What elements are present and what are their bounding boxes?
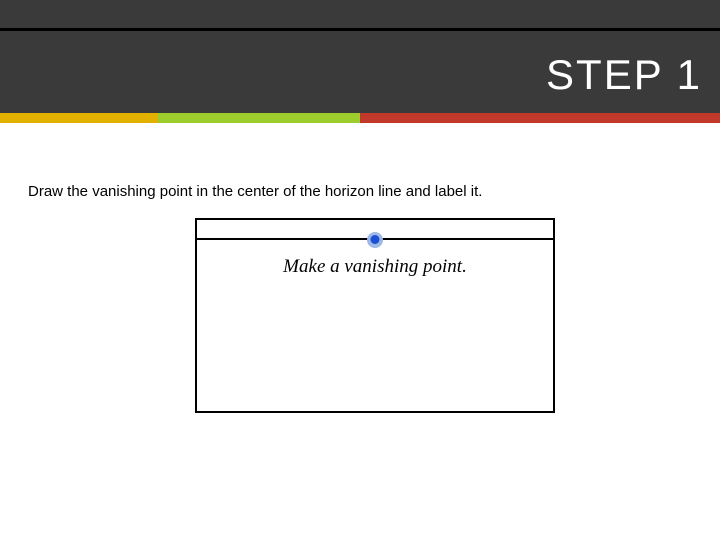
slide-header: STEP 1 [0, 0, 720, 123]
color-bar-segment-1 [0, 113, 158, 123]
page-title: STEP 1 [546, 51, 702, 99]
instruction-text: Draw the vanishing point in the center o… [28, 183, 700, 200]
header-title-row: STEP 1 [0, 39, 720, 113]
diagram-label: Make a vanishing point. [283, 256, 467, 278]
vanishing-point-dot [371, 235, 380, 244]
color-bar-segment-2 [158, 113, 360, 123]
accent-color-bar [0, 113, 720, 123]
diagram-box: Make a vanishing point. [195, 218, 555, 413]
content-area: Draw the vanishing point in the center o… [0, 123, 720, 200]
color-bar-segment-3 [360, 113, 720, 123]
